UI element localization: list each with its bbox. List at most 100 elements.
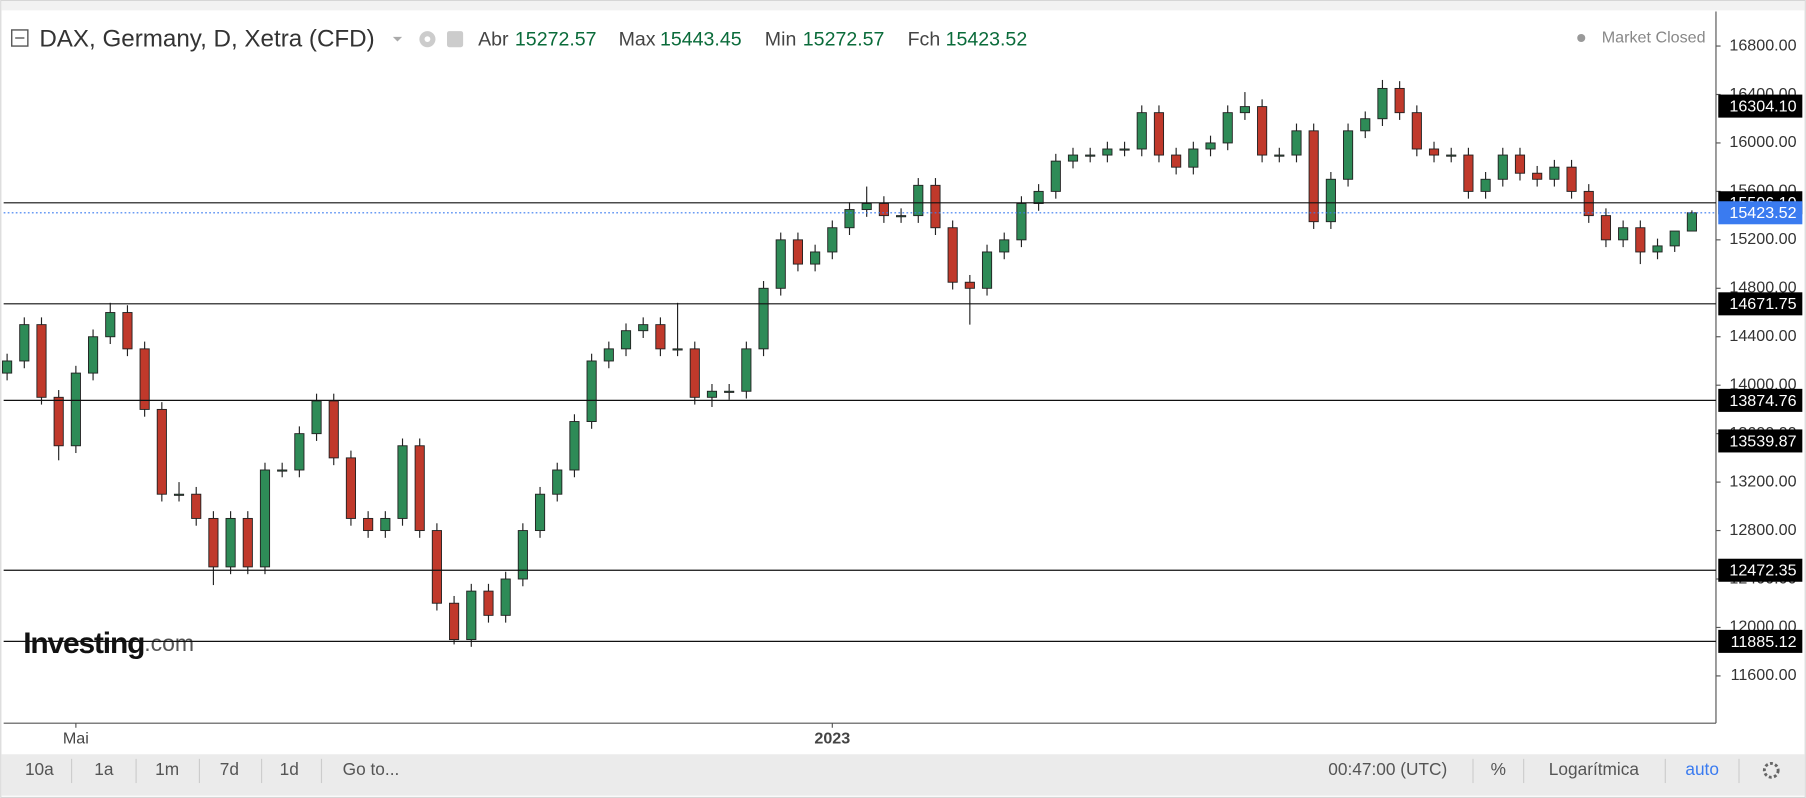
level-label: 12472.35	[1729, 562, 1796, 580]
price-marker-label: 13539.87	[1729, 432, 1796, 450]
level-box	[1718, 292, 1803, 316]
range-button[interactable]: 1a	[94, 759, 114, 779]
y-tick-label: 11600.00	[1731, 666, 1797, 684]
candle-body	[964, 281, 975, 289]
candle-body	[1549, 166, 1560, 180]
price-marker-box	[1718, 94, 1803, 118]
candle-body	[1239, 106, 1250, 114]
candle-body	[1669, 230, 1680, 247]
plot-area: 16800.0016400.0016000.0015600.0015200.00…	[2, 36, 1797, 748]
candle-body	[1446, 154, 1457, 157]
candle-body	[1016, 203, 1027, 241]
candle-body	[775, 239, 786, 289]
y-tick-label: 16800.00	[1729, 36, 1796, 54]
candle-body	[1497, 154, 1508, 180]
candle-body	[655, 324, 666, 350]
candle-body	[277, 469, 288, 472]
auto-toggle[interactable]: auto	[1685, 759, 1719, 779]
clock: 00:47:00 (UTC)	[1328, 759, 1447, 779]
candle-body	[638, 324, 649, 332]
candle-body	[1618, 227, 1629, 241]
candle-body	[861, 203, 872, 211]
candle-body	[913, 184, 924, 217]
candle-body	[1583, 190, 1594, 217]
candle-body	[500, 578, 511, 616]
candle-body	[706, 390, 718, 398]
candle-body	[1102, 148, 1113, 156]
toolbar	[1, 754, 1805, 796]
candle-body	[294, 433, 305, 471]
candle-body	[1291, 130, 1302, 156]
candle-body	[105, 312, 116, 338]
candle-body	[1635, 227, 1646, 253]
candle-body	[191, 493, 202, 519]
candle-body	[70, 372, 81, 447]
candle-body	[36, 324, 47, 398]
candle-body	[2, 360, 13, 374]
percent-toggle[interactable]: %	[1491, 759, 1506, 779]
x-tick-label: Mai	[63, 730, 89, 748]
price-marker-label: 16304.10	[1729, 98, 1796, 116]
candle-body	[603, 348, 614, 362]
market-status: Market Closed	[1602, 28, 1706, 46]
candle-body	[1532, 172, 1543, 180]
overlay: 15506.1014671.7513874.7612472.3511885.12…	[3, 94, 1803, 653]
candle-body	[122, 312, 133, 350]
toolbar-buttons: 10a 1a 1m 7d 1d Go to...	[25, 758, 400, 784]
last-price-label: 15423.52	[1729, 204, 1796, 222]
candle-body	[1480, 178, 1491, 192]
high-label: Max	[619, 28, 656, 50]
candle-body	[1050, 160, 1061, 192]
level-label: 11885.12	[1731, 633, 1797, 651]
candle-body	[999, 239, 1010, 253]
candle-body	[981, 251, 993, 289]
candle-body	[724, 390, 735, 393]
candle-body	[1686, 212, 1697, 232]
candle-body	[1205, 142, 1216, 150]
candle-body	[827, 227, 838, 253]
candle-body	[517, 530, 528, 580]
log-toggle[interactable]: Logarítmica	[1549, 759, 1640, 779]
candle-body	[483, 590, 494, 616]
range-button[interactable]: 7d	[220, 759, 239, 779]
candle-body	[242, 517, 253, 568]
candle-body	[896, 215, 907, 218]
candle-body	[1257, 106, 1268, 156]
candle-body	[1325, 178, 1336, 223]
collapse-icon[interactable]	[11, 29, 29, 47]
candle-body	[1411, 112, 1422, 150]
candle-body	[1033, 190, 1044, 204]
range-button[interactable]: 1m	[155, 759, 179, 779]
last-price-box	[1718, 201, 1803, 225]
candle-body	[930, 184, 941, 229]
settings-gear[interactable]	[1762, 762, 1780, 779]
high-value: 15443.45	[660, 28, 742, 50]
settings-icon[interactable]	[447, 31, 464, 48]
candle-body	[758, 287, 769, 350]
candle-body	[672, 348, 683, 351]
candle-body	[1171, 154, 1182, 168]
close-label: Fch	[908, 28, 941, 50]
candle-body	[1342, 130, 1354, 180]
y-tick-label: 15200.00	[1729, 230, 1796, 248]
candle-body	[1463, 154, 1474, 192]
candle-body	[1274, 154, 1285, 157]
candle-body	[569, 421, 580, 471]
candle-body	[1119, 148, 1130, 151]
close-value: 15423.52	[946, 28, 1028, 50]
candle-body	[345, 457, 357, 519]
symbol-title: DAX, Germany, D, Xetra (CFD)	[39, 26, 374, 53]
range-button[interactable]: 1d	[280, 759, 299, 779]
candle-body	[139, 348, 150, 410]
candle-body	[844, 209, 855, 229]
candle-body	[414, 445, 425, 532]
watermark-brand-text: Investing	[23, 627, 144, 660]
level-label: 14671.75	[1729, 295, 1796, 313]
candle-body	[1188, 148, 1199, 168]
candle-body	[878, 203, 889, 217]
goto-button[interactable]: Go to...	[343, 759, 400, 779]
range-button[interactable]: 10a	[25, 759, 54, 779]
dropdown-arrow[interactable]	[392, 36, 403, 42]
